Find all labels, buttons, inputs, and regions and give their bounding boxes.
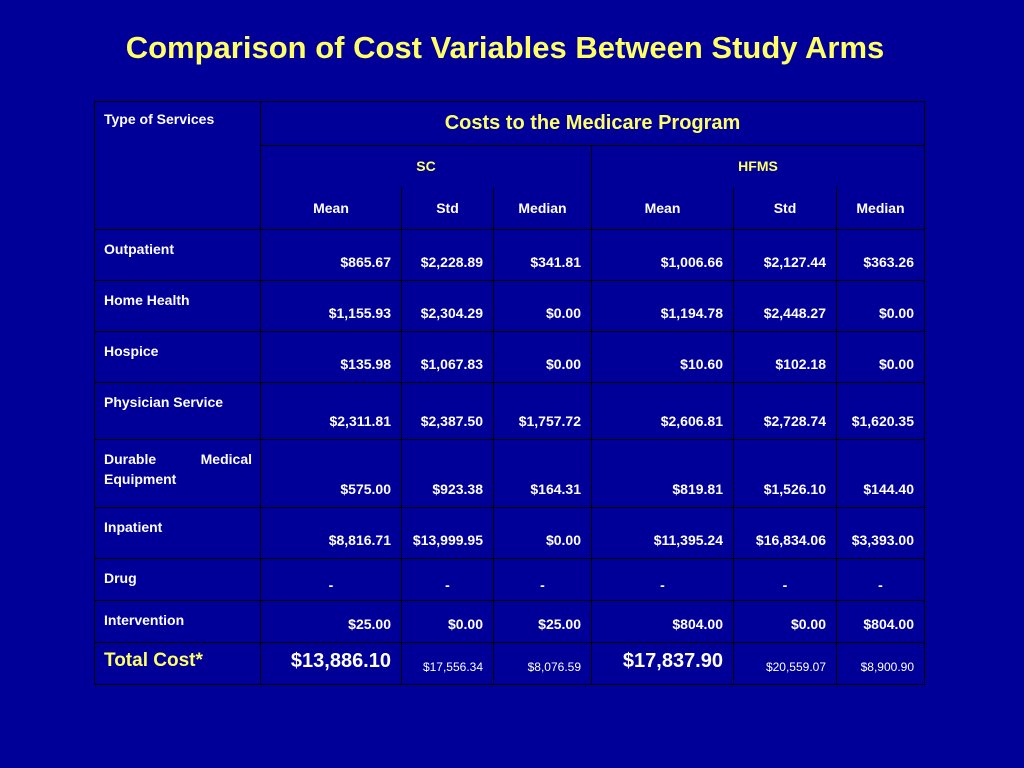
cost-cell: $575.00 <box>260 439 402 508</box>
cost-cell: $0.00 <box>401 600 494 643</box>
cost-cell: $2,311.81 <box>260 382 402 440</box>
table-row: Durable Medical Equipment $575.00 $923.38 $… <box>94 439 925 508</box>
cost-cell: - <box>401 558 494 601</box>
cost-cell: - <box>733 558 837 601</box>
cost-cell: - <box>591 558 734 601</box>
table-row: Physician Service $2,311.81 $2,387.50 $1,75… <box>94 382 925 440</box>
cost-cell: $804.00 <box>591 600 734 643</box>
service-label: Durable Medical Equipment <box>94 439 261 508</box>
table-row: Intervention $25.00 $0.00 $25.00 $804.00 $0.0… <box>94 600 925 643</box>
service-label: Home Health <box>94 280 261 332</box>
service-label: Physician Service <box>94 382 261 440</box>
service-label: Drug <box>94 558 261 601</box>
total-cost-cell: $8,900.90 <box>836 642 925 685</box>
cost-cell: $2,606.81 <box>591 382 734 440</box>
cost-cell: $363.26 <box>836 229 925 281</box>
total-row: Total Cost* $13,886.10 $17,556.34 $8,076.59… <box>94 642 925 685</box>
stat-header-std: Std <box>401 186 494 230</box>
total-mean-cell: $13,886.10 <box>260 642 402 685</box>
group-header-sc: SC <box>260 145 592 187</box>
total-cost-cell: $8,076.59 <box>493 642 592 685</box>
cost-cell: $164.31 <box>493 439 592 508</box>
cost-cell: - <box>836 558 925 601</box>
cost-cell: $865.67 <box>260 229 402 281</box>
cost-cell: $819.81 <box>591 439 734 508</box>
header-row-stats: Mean Std Median Mean Std Median <box>95 186 925 230</box>
cost-cell: - <box>493 558 592 601</box>
cost-cell: $2,387.50 <box>401 382 494 440</box>
cost-cell: $0.00 <box>836 280 925 332</box>
service-label: Outpatient <box>94 229 261 281</box>
cost-cell: $2,728.74 <box>733 382 837 440</box>
cost-cell: $2,448.27 <box>733 280 837 332</box>
cost-cell: $0.00 <box>493 331 592 383</box>
service-label: Hospice <box>94 331 261 383</box>
cost-cell: $1,155.93 <box>260 280 402 332</box>
cost-cell: $11,395.24 <box>591 507 734 559</box>
slide-title: Comparison of Cost Variables Between Stu… <box>125 30 885 65</box>
total-cost-cell: $17,556.34 <box>401 642 494 685</box>
header-row-main: Type of Services Costs to the Medicare P… <box>94 101 925 230</box>
cost-cell: $804.00 <box>836 600 925 643</box>
total-cost-label: Total Cost* <box>94 642 261 685</box>
total-mean-cell: $17,837.90 <box>591 642 734 685</box>
table-row: Home Health $1,155.93 $2,304.29 $0.00 $1,194… <box>94 280 925 332</box>
stat-header-median: Median <box>836 186 925 230</box>
stat-header-std: Std <box>733 186 837 230</box>
cost-cell: $0.00 <box>836 331 925 383</box>
cost-cell: $1,757.72 <box>493 382 592 440</box>
cost-cell: $102.18 <box>733 331 837 383</box>
cost-cell: $3,393.00 <box>836 507 925 559</box>
stat-header-mean: Mean <box>260 186 402 230</box>
table-row: Drug - - - - - - <box>94 558 925 601</box>
cost-cell: $1,067.83 <box>401 331 494 383</box>
cost-cell: $341.81 <box>493 229 592 281</box>
cost-cell: $923.38 <box>401 439 494 508</box>
cost-cell: - <box>260 558 402 601</box>
table-body: Outpatient $865.67 $2,228.89 $341.81 $1,006.… <box>94 229 925 685</box>
cost-cell: $10.60 <box>591 331 734 383</box>
type-of-services-header: Type of Services <box>94 101 261 230</box>
cost-cell: $8,816.71 <box>260 507 402 559</box>
cost-cell: $25.00 <box>260 600 402 643</box>
stat-header-median: Median <box>493 186 592 230</box>
total-cost-cell: $20,559.07 <box>733 642 837 685</box>
cost-cell: $16,834.06 <box>733 507 837 559</box>
cost-cell: $2,127.44 <box>733 229 837 281</box>
cost-cell: $2,228.89 <box>401 229 494 281</box>
cost-cell: $13,999.95 <box>401 507 494 559</box>
group-header-hfms: HFMS <box>591 145 925 187</box>
cost-comparison-table: Type of Services Costs to the Medicare P… <box>94 101 925 685</box>
cost-cell: $0.00 <box>733 600 837 643</box>
table-row: Inpatient $8,816.71 $13,999.95 $0.00 $11,395… <box>94 507 925 559</box>
cost-cell: $144.40 <box>836 439 925 508</box>
cost-cell: $25.00 <box>493 600 592 643</box>
service-label: Inpatient <box>94 507 261 559</box>
table-row: Hospice $135.98 $1,067.83 $0.00 $10.60 $102.1… <box>94 331 925 383</box>
cost-cell: $0.00 <box>493 507 592 559</box>
cost-cell: $1,526.10 <box>733 439 837 508</box>
cost-cell: $0.00 <box>493 280 592 332</box>
costs-main-header: Costs to the Medicare Program <box>260 101 925 146</box>
header-row-groups: SC HFMS <box>95 145 925 187</box>
service-label: Intervention <box>94 600 261 643</box>
cost-cell: $1,620.35 <box>836 382 925 440</box>
cost-cell: $2,304.29 <box>401 280 494 332</box>
table-row: Outpatient $865.67 $2,228.89 $341.81 $1,006.… <box>94 229 925 281</box>
cost-cell: $1,006.66 <box>591 229 734 281</box>
cost-cell: $135.98 <box>260 331 402 383</box>
stat-header-mean: Mean <box>591 186 734 230</box>
cost-cell: $1,194.78 <box>591 280 734 332</box>
